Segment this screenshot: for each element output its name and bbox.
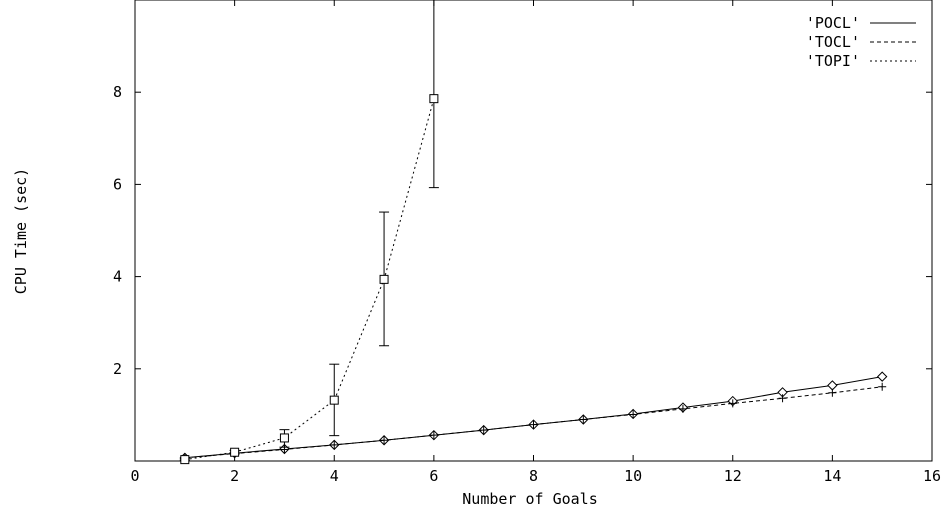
data-point (180, 455, 190, 465)
x-tick-label: 2 (230, 467, 239, 485)
data-point (828, 388, 837, 397)
y-tick-label: 6 (113, 175, 122, 193)
data-point (429, 431, 438, 440)
x-tick-label: 14 (823, 467, 841, 485)
x-axis-title: Number of Goals (462, 490, 597, 508)
legend-label: 'POCL' (806, 14, 860, 32)
x-tick-label: 10 (624, 467, 642, 485)
x-tick-label: 6 (429, 467, 438, 485)
data-point (579, 415, 588, 424)
axis-ticks: 0 2 4 6 8 10 12 14 16 2 4 6 8 (113, 0, 941, 485)
series-2 (179, 0, 439, 465)
legend: 'POCL''TOCL''TOPI' (806, 14, 916, 70)
data-point (529, 420, 538, 429)
legend-label: 'TOCL' (806, 33, 860, 51)
data-point (629, 410, 638, 419)
series-1 (180, 382, 887, 462)
data-point (329, 395, 339, 405)
data-point (230, 447, 240, 457)
data-point (429, 94, 439, 104)
data-point (330, 440, 339, 449)
y-tick-label: 4 (113, 268, 122, 286)
y-axis-title: CPU Time (sec) (12, 168, 30, 294)
y-tick-label: 2 (113, 360, 122, 378)
x-tick-label: 0 (130, 467, 139, 485)
data-point (380, 436, 389, 445)
data-point (728, 399, 737, 408)
x-tick-label: 16 (923, 467, 941, 485)
data-point (827, 380, 838, 391)
x-tick-label: 8 (529, 467, 538, 485)
data-point (279, 433, 289, 443)
data-point (379, 274, 389, 284)
legend-label: 'TOPI' (806, 52, 860, 70)
data-point (778, 394, 787, 403)
data-point (876, 371, 888, 382)
series-line (184, 98, 435, 461)
series-0 (179, 371, 888, 463)
x-tick-label: 12 (724, 467, 742, 485)
x-tick-label: 4 (330, 467, 339, 485)
data-point (878, 382, 887, 391)
data-point (479, 426, 488, 435)
series-line (184, 376, 883, 459)
y-tick-label: 8 (113, 83, 122, 101)
series-layer (179, 0, 888, 465)
data-point (678, 404, 687, 413)
